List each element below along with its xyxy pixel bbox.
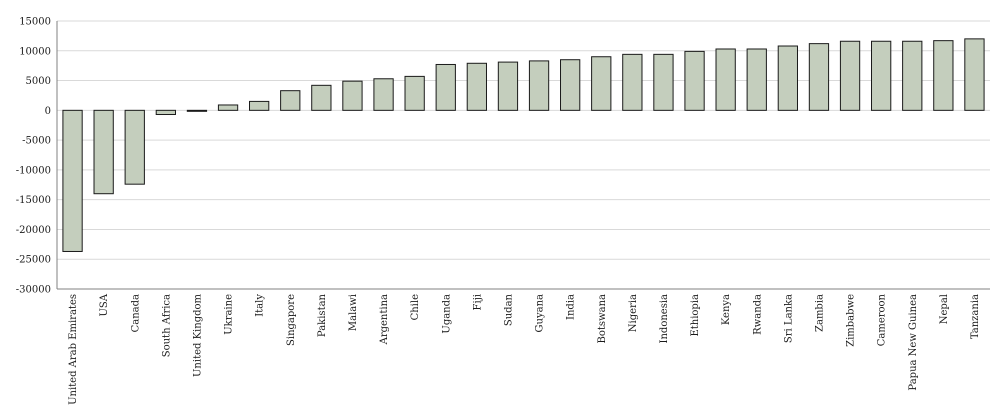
y-tick-label: -5000 <box>22 136 51 147</box>
x-tick-label: Indonesia <box>659 294 670 344</box>
x-tick-label: Malawi <box>348 294 359 331</box>
x-tick-label: Papua New Guinea <box>908 294 919 391</box>
x-tick-label: Cameroon <box>877 293 888 346</box>
x-tick-label: Kenya <box>721 294 732 325</box>
x-tick-label: Chile <box>410 294 421 320</box>
bar <box>62 109 83 252</box>
x-tick-label: Botswana <box>597 294 608 343</box>
y-tick-label: -20000 <box>16 225 51 236</box>
bar <box>155 109 176 116</box>
x-tick-label: Fiji <box>472 294 483 310</box>
bar <box>373 78 394 111</box>
bar <box>497 61 519 111</box>
x-tick-label: Nepal <box>939 294 950 324</box>
bar <box>684 50 705 111</box>
x-tick-label: United Kingdom <box>192 293 203 377</box>
x-tick-label: Nigeria <box>628 294 639 332</box>
bar <box>280 90 301 111</box>
bar <box>839 40 861 111</box>
bar <box>871 40 892 111</box>
x-tick-label: Zimbabwe <box>846 294 857 347</box>
y-tick-label: 5000 <box>26 76 51 87</box>
x-axis-tick-labels: United Arab Emirates USA Canada South Afric… <box>68 293 981 405</box>
bar <box>217 104 239 111</box>
bar <box>808 43 830 111</box>
bar <box>311 84 332 111</box>
y-tick-label: 10000 <box>19 46 51 57</box>
axes <box>56 21 990 290</box>
y-axis-tick-labels: 15000 10000 5000 0 -5000 -10000 -15000 -20000 -2… <box>16 17 51 296</box>
x-tick-label: Argentina <box>379 294 390 345</box>
y-tick-label: -30000 <box>16 285 51 296</box>
y-tick-label: -25000 <box>16 255 51 266</box>
bar <box>622 53 643 111</box>
x-tick-label: Singapore <box>286 294 297 346</box>
bar <box>746 48 767 111</box>
x-tick-label: Uganda <box>441 294 452 334</box>
x-tick-label: United Arab Emirates <box>68 294 79 405</box>
x-tick-label: Sri Lanka <box>783 294 794 343</box>
x-tick-label: Sudan <box>503 293 514 326</box>
x-tick-label: India <box>566 294 577 320</box>
x-tick-label: Zambia <box>814 294 825 332</box>
bar <box>435 63 456 111</box>
y-tick-label: -10000 <box>16 165 51 176</box>
x-tick-label: Ukraine <box>224 294 235 335</box>
y-tick-label: -15000 <box>16 195 51 206</box>
bar <box>466 62 487 111</box>
y-tick-label: 15000 <box>19 17 51 28</box>
x-tick-label: Guyana <box>535 294 546 332</box>
x-tick-label: USA <box>99 293 110 316</box>
x-tick-label: Tanzania <box>970 294 981 339</box>
x-tick-label: Ethiopia <box>690 294 701 337</box>
bar <box>964 38 985 111</box>
bar <box>777 45 798 111</box>
bar <box>404 75 425 111</box>
bar <box>591 56 612 111</box>
bar <box>249 100 270 111</box>
bar <box>93 109 114 195</box>
x-tick-label: South Africa <box>161 294 172 357</box>
bar <box>528 60 550 111</box>
bars <box>62 38 985 252</box>
bar <box>560 59 581 111</box>
bar <box>902 40 923 111</box>
bar <box>653 53 674 111</box>
x-tick-label: Italy <box>255 294 266 317</box>
bar <box>342 80 363 111</box>
x-tick-label: Canada <box>130 294 141 332</box>
bar <box>715 48 736 111</box>
x-tick-label: Rwanda <box>752 294 763 335</box>
y-tick-label: 0 <box>45 106 51 117</box>
x-tick-label: Pakistan <box>317 293 328 337</box>
bar <box>933 40 954 111</box>
bar <box>186 109 208 112</box>
bar <box>124 109 145 185</box>
